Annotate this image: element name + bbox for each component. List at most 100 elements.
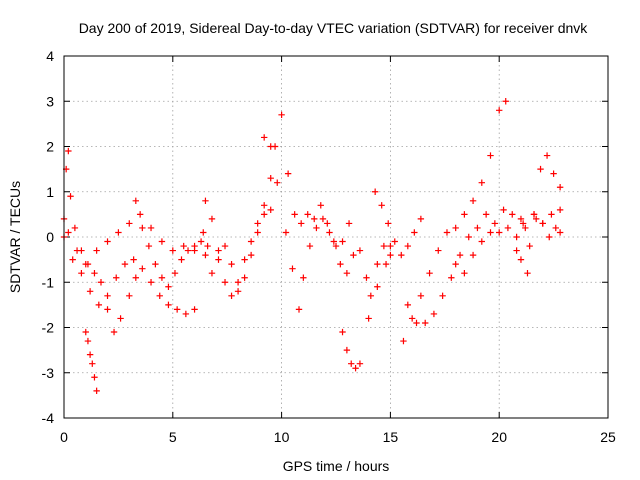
data-point [171, 270, 179, 277]
data-point [469, 197, 477, 204]
data-point [156, 292, 163, 300]
data-point [422, 319, 429, 327]
x-tick-label: 5 [169, 429, 177, 445]
data-point [67, 193, 74, 200]
data-point [178, 256, 185, 263]
data-point [461, 211, 468, 218]
data-point [130, 256, 137, 263]
data-point [404, 301, 412, 309]
y-tick-label: 1 [46, 184, 54, 200]
data-point [500, 206, 507, 214]
data-point [158, 274, 166, 281]
data-point [202, 197, 209, 204]
ticks: 0 5 10 15 20 25 -4 -3 -2 -1 0 1 2 3 4 [42, 48, 616, 445]
series-track-m [400, 98, 509, 345]
y-tick-label: -3 [42, 365, 55, 381]
data-point [343, 346, 351, 354]
data-point [363, 274, 370, 281]
data-point [339, 238, 346, 245]
data-point [522, 224, 529, 232]
data-point [367, 292, 375, 300]
data-point [517, 215, 525, 223]
data-point [496, 107, 503, 114]
data-point [93, 387, 100, 395]
data-point [89, 360, 96, 367]
data-point [215, 247, 222, 254]
data-point [73, 247, 81, 254]
series-track-h [260, 111, 357, 277]
data-point [82, 328, 89, 336]
data-points [60, 98, 564, 395]
data-point [330, 238, 338, 245]
data-point [284, 170, 292, 177]
series-track-e [132, 197, 211, 290]
data-point [496, 229, 503, 236]
data-point [552, 224, 559, 232]
data-point [104, 238, 111, 245]
data-point [241, 256, 248, 263]
data-point [374, 283, 381, 290]
data-point [95, 301, 103, 309]
data-point [348, 360, 355, 367]
data-point [182, 310, 190, 318]
data-point [197, 238, 205, 245]
data-point [267, 206, 274, 214]
data-point [417, 215, 425, 223]
data-point [365, 315, 372, 322]
data-point [439, 292, 446, 300]
data-point [304, 211, 311, 218]
data-point [550, 170, 557, 177]
data-point [71, 224, 79, 232]
data-point [228, 260, 235, 268]
data-point [65, 229, 72, 236]
data-point [260, 211, 268, 218]
data-point [556, 206, 564, 214]
data-point [104, 306, 111, 313]
data-point [152, 260, 159, 268]
series-track-i [282, 215, 353, 313]
data-point [139, 265, 146, 272]
series-track-n [404, 206, 525, 327]
data-point [228, 292, 235, 300]
y-tick-label: 2 [46, 139, 54, 155]
data-point [524, 270, 531, 277]
data-point [165, 301, 172, 309]
x-axis-label: GPS time / hours [283, 458, 390, 474]
data-point [274, 179, 281, 186]
data-point [350, 251, 357, 259]
data-point [548, 211, 555, 218]
data-point [180, 242, 187, 250]
data-point [282, 229, 290, 236]
data-point [234, 279, 242, 286]
data-point [78, 270, 85, 277]
data-point [371, 188, 379, 195]
data-point [319, 215, 327, 223]
data-point [513, 247, 520, 254]
data-point [297, 220, 305, 227]
data-point [456, 251, 464, 259]
x-tick-label: 25 [600, 429, 616, 445]
data-point [110, 328, 118, 336]
data-point [132, 274, 140, 281]
data-point [139, 224, 146, 232]
y-tick-label: -4 [42, 410, 55, 426]
data-point [398, 251, 405, 259]
data-point [147, 279, 155, 286]
data-point [117, 315, 124, 322]
series-track-f [202, 143, 279, 300]
data-point [413, 319, 420, 327]
data-point [532, 215, 540, 223]
data-point [374, 260, 381, 268]
data-point [411, 229, 418, 236]
data-point [267, 174, 274, 182]
series-track-k [356, 242, 394, 300]
data-point [241, 274, 248, 281]
data-point [404, 242, 412, 250]
data-point [247, 238, 255, 245]
x-tick-label: 10 [274, 429, 290, 445]
data-point [502, 98, 509, 105]
data-point [482, 211, 490, 218]
data-point [345, 220, 353, 227]
data-point [382, 260, 390, 268]
